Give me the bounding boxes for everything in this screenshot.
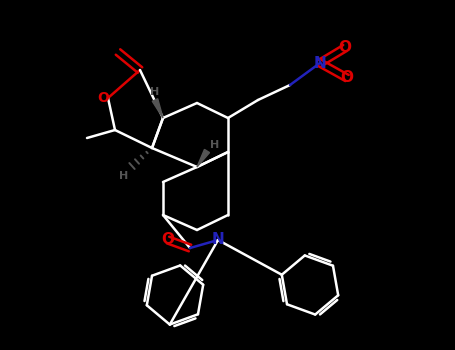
Text: O: O [340, 70, 354, 85]
Text: H: H [150, 87, 160, 97]
Text: H: H [119, 171, 129, 181]
Polygon shape [152, 99, 163, 118]
Text: O: O [162, 232, 175, 247]
Polygon shape [197, 149, 210, 167]
Text: O: O [339, 41, 352, 56]
Text: N: N [313, 56, 326, 70]
Text: N: N [212, 232, 224, 247]
Text: H: H [210, 140, 220, 150]
Text: O: O [97, 91, 109, 105]
